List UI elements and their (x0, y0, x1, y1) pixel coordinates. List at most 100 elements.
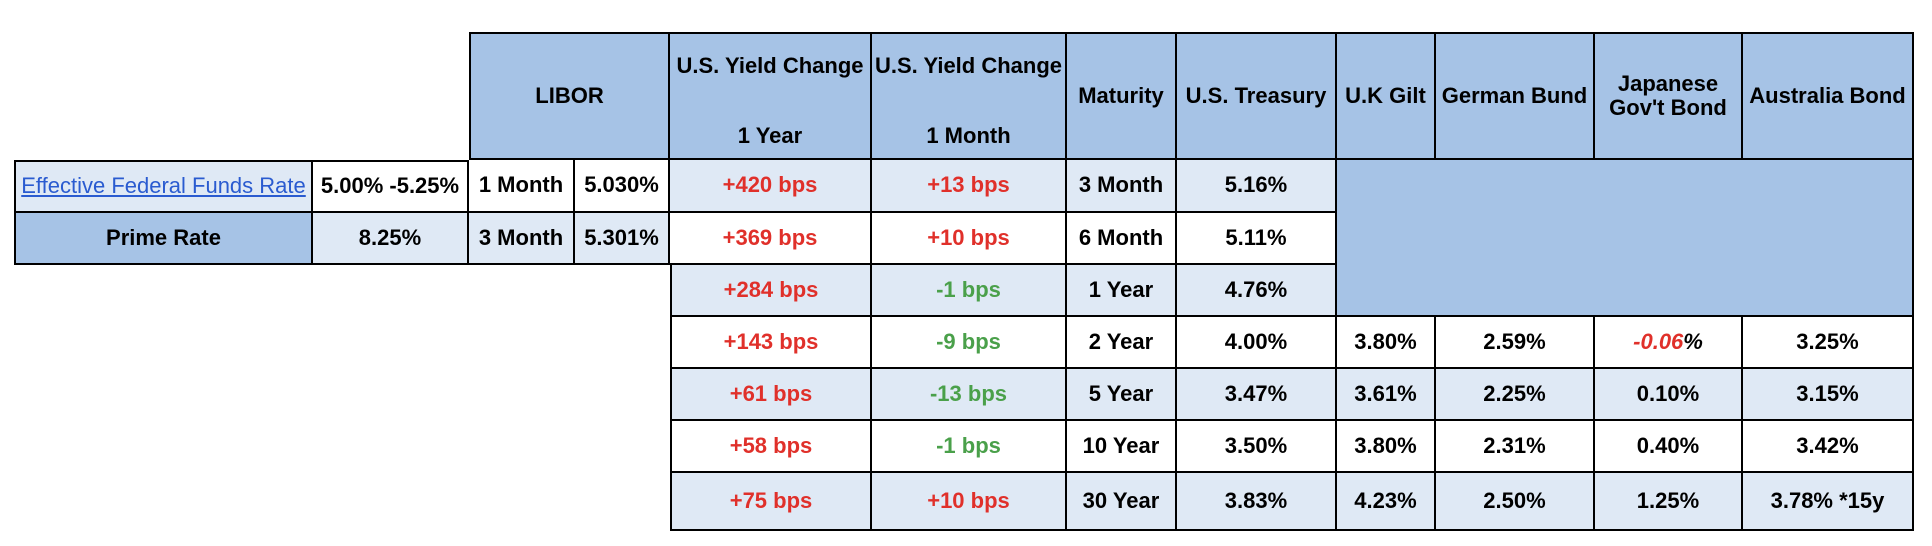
yield-change-1y: +369 bps (670, 213, 872, 265)
header-yield-change-1m-line1: U.S. Yield Change (874, 53, 1063, 78)
header-german-bund: German Bund (1436, 32, 1595, 160)
uk-gilt-yield: 3.80% (1337, 317, 1436, 369)
maturity: 2 Year (1067, 317, 1177, 369)
header-maturity-label: Maturity (1078, 82, 1164, 108)
maturity-text: 2 Year (1088, 328, 1154, 354)
japanese-bond-yield: 1.25% (1595, 473, 1743, 531)
us-treasury-yield: 3.50% (1177, 421, 1337, 473)
yield-change-1y-text: +420 bps (722, 172, 818, 198)
yield-change-1m-text: -13 bps (929, 380, 1008, 406)
maturity-text: 10 Year (1082, 432, 1160, 458)
japanese-bond-yield-number: -0.06 (1633, 328, 1684, 354)
empty-international-block (1337, 160, 1914, 317)
japanese-bond-yield-text: 0.10% (1636, 380, 1700, 406)
yield-change-1m: +10 bps (872, 213, 1067, 265)
yield-change-1m: +13 bps (872, 160, 1067, 213)
yield-change-1y-text: +75 bps (729, 487, 813, 513)
german-bund-yield-text: 2.59% (1483, 328, 1546, 354)
maturity: 6 Month (1067, 213, 1177, 265)
us-treasury-yield-text: 3.47% (1224, 380, 1288, 406)
yield-change-1m-text: +13 bps (927, 172, 1010, 198)
header-japanese-line1: Japanese (1617, 70, 1719, 96)
us-treasury-yield: 3.47% (1177, 369, 1337, 421)
australia-bond-yield: 3.25% (1743, 317, 1914, 369)
uk-gilt-yield-text: 3.61% (1354, 380, 1417, 406)
german-bund-yield: 2.31% (1436, 421, 1595, 473)
prime-rate-label-text: Prime Rate (106, 224, 221, 250)
yield-change-1m-text: -9 bps (936, 328, 1001, 354)
header-australia-bond: Australia Bond (1743, 32, 1914, 160)
fed-funds-value: 5.00% -5.25% (313, 160, 469, 213)
australia-bond-yield: 3.42% (1743, 421, 1914, 473)
australia-bond-yield-text: 3.15% (1796, 380, 1859, 406)
australia-bond-yield-text: 3.25% (1796, 328, 1859, 354)
japanese-bond-yield: 0.40% (1595, 421, 1743, 473)
header-yield-change-1m: U.S. Yield Change 1 Month (872, 32, 1067, 160)
us-treasury-yield: 4.00% (1177, 317, 1337, 369)
header-yield-change-1y: U.S. Yield Change 1 Year (670, 32, 872, 160)
header-uk-gilt-label: U.K Gilt (1345, 82, 1426, 108)
japanese-bond-yield: 0.10% (1595, 369, 1743, 421)
yield-change-1m-text: -1 bps (936, 432, 1001, 458)
yield-change-1m: +10 bps (872, 473, 1067, 531)
us-treasury-yield-text: 5.16% (1224, 172, 1288, 198)
uk-gilt-yield-text: 3.80% (1354, 328, 1417, 354)
german-bund-yield-text: 2.25% (1483, 380, 1546, 406)
libor-term: 3 Month (469, 213, 575, 265)
yield-change-1m-text: -1 bps (936, 276, 1001, 302)
australia-bond-yield: 3.78% *15y (1743, 473, 1914, 531)
yield-change-1m: -13 bps (872, 369, 1067, 421)
yield-change-1m-text: +10 bps (927, 487, 1010, 513)
maturity: 10 Year (1067, 421, 1177, 473)
prime-rate-value-text: 8.25% (358, 224, 422, 250)
australia-bond-yield: 3.15% (1743, 369, 1914, 421)
uk-gilt-yield-text: 3.80% (1354, 432, 1417, 458)
maturity: 1 Year (1067, 265, 1177, 317)
yield-change-1y-text: +369 bps (722, 224, 818, 250)
header-libor: LIBOR (469, 32, 670, 160)
uk-gilt-yield-text: 4.23% (1354, 487, 1417, 513)
us-treasury-yield: 4.76% (1177, 265, 1337, 317)
header-us-treasury-label: U.S. Treasury (1185, 82, 1327, 108)
header-japanese-gov-bond: Japanese Gov't Bond (1595, 32, 1743, 160)
libor-term-text: 1 Month (478, 172, 564, 198)
yield-change-1y-text: +284 bps (723, 276, 819, 302)
us-treasury-yield: 3.83% (1177, 473, 1337, 531)
header-yield-change-1y-line1: U.S. Yield Change (676, 53, 864, 78)
libor-term: 1 Month (469, 160, 575, 213)
header-japanese-line2: Gov't Bond (1609, 95, 1727, 120)
german-bund-yield-text: 2.31% (1483, 432, 1546, 458)
german-bund-yield: 2.25% (1436, 369, 1595, 421)
us-treasury-yield-text: 4.00% (1224, 328, 1288, 354)
yield-change-1m: -9 bps (872, 317, 1067, 369)
header-libor-label: LIBOR (535, 82, 604, 108)
header-us-treasury: U.S. Treasury (1177, 32, 1337, 160)
yield-change-1y-text: +61 bps (729, 380, 813, 406)
libor-value-text: 5.030% (584, 172, 659, 198)
header-yield-change-1m-line2: 1 Month (926, 122, 1011, 148)
header-australia-label: Australia Bond (1749, 82, 1906, 108)
header-uk-gilt: U.K Gilt (1337, 32, 1436, 160)
german-bund-yield: 2.50% (1436, 473, 1595, 531)
australia-bond-yield-text: 3.78% *15y (1770, 487, 1885, 513)
libor-value-text: 5.301% (584, 224, 659, 250)
uk-gilt-yield: 3.80% (1337, 421, 1436, 473)
maturity-text: 5 Year (1088, 380, 1154, 406)
effective-federal-funds-rate-link[interactable]: Effective Federal Funds Rate (21, 173, 306, 199)
header-yield-change-1y-line2: 1 Year (737, 122, 803, 148)
maturity-text: 1 Year (1088, 276, 1154, 302)
yield-change-1y: +420 bps (670, 160, 872, 213)
effective-federal-funds-rate-cell: Effective Federal Funds Rate (14, 160, 313, 213)
us-treasury-yield: 5.11% (1177, 213, 1337, 265)
yield-change-1y-text: +58 bps (729, 432, 813, 458)
japanese-bond-yield-text: 1.25% (1636, 487, 1700, 513)
libor-term-text: 3 Month (478, 224, 564, 250)
japanese-bond-yield-text: 0.40% (1636, 432, 1700, 458)
header-german-bund-label: German Bund (1441, 82, 1588, 108)
japanese-bond-yield: -0.06% (1595, 317, 1743, 369)
yield-change-1m: -1 bps (872, 421, 1067, 473)
uk-gilt-yield: 3.61% (1337, 369, 1436, 421)
german-bund-yield: 2.59% (1436, 317, 1595, 369)
us-treasury-yield-text: 4.76% (1224, 276, 1288, 302)
yield-change-1m: -1 bps (872, 265, 1067, 317)
